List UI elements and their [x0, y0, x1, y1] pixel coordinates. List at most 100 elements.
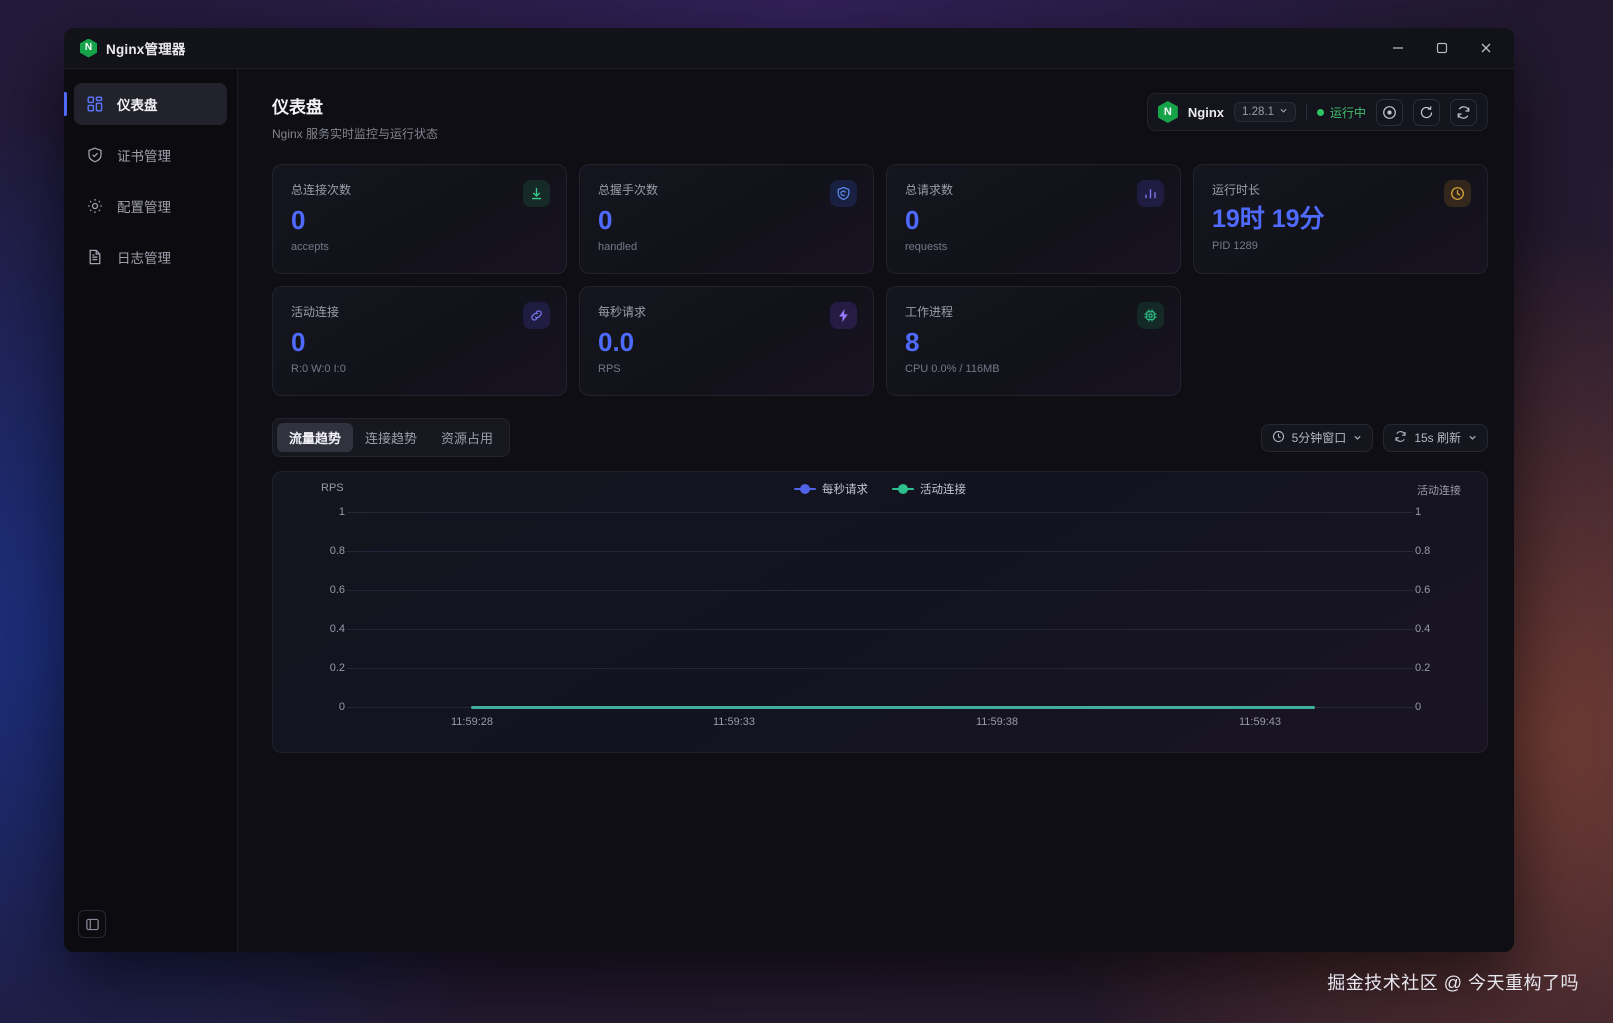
nginx-badge-letter: N	[1163, 105, 1172, 118]
close-icon[interactable]	[1464, 32, 1508, 65]
stat-sub: PID 1289	[1212, 240, 1258, 252]
y-axis-label: RPS	[321, 482, 344, 494]
sidebar-item-logs[interactable]: 日志管理	[74, 236, 227, 278]
y2-tick-label: 0.6	[1415, 584, 1431, 596]
stat-value: 19时 19分	[1212, 205, 1325, 233]
chart-legend: 每秒请求 活动连接	[273, 481, 1487, 497]
window-controls	[1376, 32, 1508, 65]
stat-label: 运行时长	[1212, 183, 1261, 197]
maximize-icon[interactable]	[1420, 32, 1464, 65]
title-bar: N Nginx管理器	[64, 28, 1514, 69]
clock-icon	[1444, 180, 1471, 207]
tab-connection-trend[interactable]: 连接趋势	[365, 431, 418, 446]
stat-card-uptime: 运行时长 19时 19分 PID 1289	[1193, 164, 1488, 274]
stat-card-accepts: 总连接次数 0 accepts	[272, 164, 567, 274]
restart-button[interactable]	[1450, 98, 1477, 126]
chart-controls: 5分钟窗口 15s 刷新	[1260, 423, 1488, 452]
tab-traffic-trend[interactable]: 流量趋势	[277, 423, 354, 452]
refresh-interval-value: 15s 刷新	[1414, 431, 1461, 445]
sidebar-item-label: 配置管理	[117, 200, 171, 215]
lightning-icon	[830, 302, 857, 329]
y-tick-label: 0.2	[329, 662, 345, 674]
stat-card-workers: 工作进程 8 CPU 0.0% / 116MB	[886, 286, 1181, 396]
download-arrow-icon	[523, 180, 550, 207]
minimize-icon[interactable]	[1376, 32, 1420, 65]
shield-refresh-icon	[830, 180, 857, 207]
gridline	[347, 512, 1413, 513]
y2-tick-label: 0.8	[1415, 545, 1431, 557]
panel-collapse-icon[interactable]	[78, 910, 106, 938]
x-tick-label: 11:59:33	[712, 716, 756, 728]
stat-sub: requests	[905, 241, 948, 253]
service-status-bar: N Nginx 1.28.1 运行中	[1146, 93, 1488, 131]
stat-value: 8	[905, 327, 920, 357]
trend-chart-panel: 每秒请求 活动连接 RPS 活动连接	[272, 471, 1488, 753]
y2-tick-label: 1	[1415, 506, 1422, 518]
sidebar-item-label: 证书管理	[117, 149, 171, 164]
divider	[1305, 103, 1307, 121]
stat-value: 0	[905, 205, 920, 235]
y-tick-label: 0.4	[329, 623, 345, 635]
stat-sub: handled	[598, 241, 638, 253]
nginx-logo-letter: N	[84, 42, 93, 53]
sidebar-item-config[interactable]: 配置管理	[74, 185, 227, 227]
reload-button[interactable]	[1413, 98, 1440, 126]
run-status: 运行中	[1316, 104, 1366, 121]
legend-label: 每秒请求	[822, 484, 868, 496]
time-window-select[interactable]: 5分钟窗口	[1260, 423, 1374, 452]
stat-sub: accepts	[291, 241, 329, 253]
legend-item-active[interactable]: 活动连接	[892, 481, 966, 497]
gridline	[347, 551, 1413, 552]
x-tick-label: 11:59:43	[1238, 716, 1282, 728]
y2-tick-label: 0	[1415, 701, 1422, 713]
sidebar-item-dashboard[interactable]: 仪表盘	[64, 83, 227, 125]
stop-button[interactable]	[1376, 98, 1403, 126]
service-name: Nginx	[1187, 104, 1224, 120]
status-badge: 运行中	[1329, 105, 1366, 120]
shield-check-icon	[86, 146, 104, 164]
nginx-badge-icon: N	[1157, 101, 1178, 123]
stat-sub: R:0 W:0 I:0	[291, 363, 346, 375]
stats-grid: 总连接次数 0 accepts 总握手次数 0 handled	[272, 164, 1488, 396]
stat-label: 活动连接	[291, 305, 340, 319]
link-icon	[523, 302, 550, 329]
gear-icon	[86, 197, 104, 215]
sidebar-item-certificates[interactable]: 证书管理	[74, 134, 227, 176]
chart-tabs: 流量趋势 连接趋势 资源占用	[272, 418, 511, 457]
legend-label: 活动连接	[920, 484, 966, 496]
stat-label: 每秒请求	[598, 305, 647, 319]
stat-sub: RPS	[598, 363, 621, 375]
stat-value: 0.0	[598, 327, 635, 357]
stat-value: 0	[291, 327, 306, 357]
page-title: 仪表盘	[272, 98, 323, 117]
stat-card-active-connections: 活动连接 0 R:0 W:0 I:0	[272, 286, 567, 396]
stat-label: 总握手次数	[598, 183, 659, 197]
stat-card-handled: 总握手次数 0 handled	[579, 164, 874, 274]
refresh-interval-select[interactable]: 15s 刷新	[1383, 423, 1488, 452]
watermark: 掘金技术社区 @ 今天重构了吗	[1327, 973, 1579, 993]
page-header: 仪表盘 Nginx 服务实时监控与运行状态 N Nginx 1.28.1	[272, 93, 1488, 142]
y2-axis-label: 活动连接	[1417, 485, 1461, 497]
clock-icon	[1272, 430, 1285, 446]
stat-card-requests: 总请求数 0 requests	[886, 164, 1181, 274]
gridline	[347, 590, 1413, 591]
dashboard-grid-icon	[86, 95, 104, 113]
legend-marker-icon	[892, 484, 914, 494]
app-window: N Nginx管理器	[64, 28, 1514, 952]
cpu-chip-icon	[1137, 302, 1164, 329]
x-tick-label: 11:59:28	[450, 716, 494, 728]
version-value: 1.28.1	[1242, 106, 1274, 118]
refresh-cw-icon	[1394, 430, 1407, 446]
chevron-down-icon	[1279, 106, 1288, 118]
tab-resource-usage[interactable]: 资源占用	[441, 431, 494, 446]
gridline	[347, 629, 1413, 630]
version-select[interactable]: 1.28.1	[1234, 102, 1296, 122]
document-lines-icon	[86, 248, 104, 266]
chevron-down-icon	[1353, 431, 1362, 445]
legend-item-rps[interactable]: 每秒请求	[794, 481, 868, 497]
stat-sub: CPU 0.0% / 116MB	[905, 363, 1000, 375]
stat-label: 总连接次数	[291, 183, 352, 197]
sidebar: 仪表盘 证书管理 配置管理	[64, 69, 238, 952]
gridline	[347, 668, 1413, 669]
sidebar-item-label: 日志管理	[117, 251, 171, 266]
